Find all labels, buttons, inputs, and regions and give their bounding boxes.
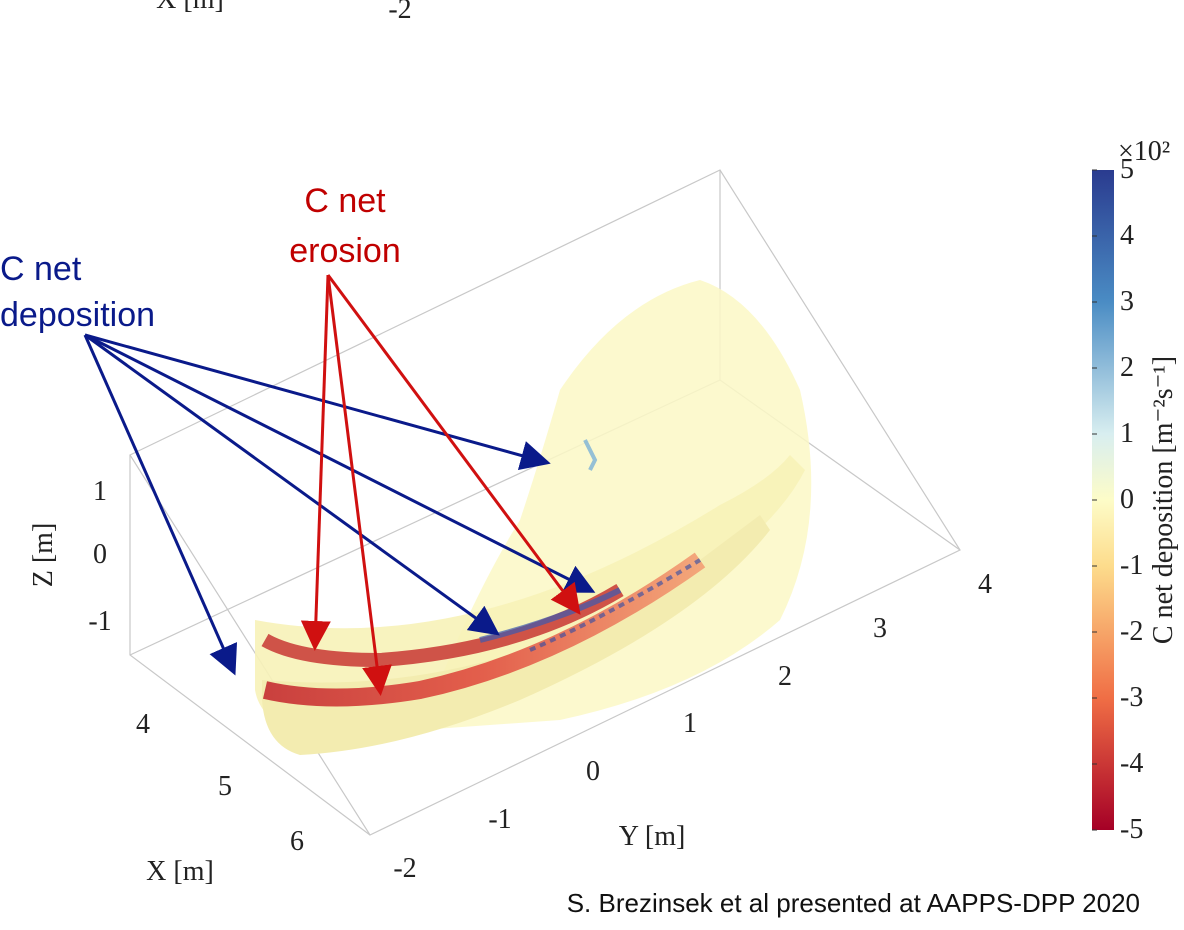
x-axis-label: X [m] xyxy=(146,856,214,887)
y-tick-label: 2 xyxy=(778,661,792,692)
y-tick-label: -2 xyxy=(393,853,416,884)
colorbar-tick-label: 1 xyxy=(1120,418,1134,449)
y-tick-label: 1 xyxy=(683,708,697,739)
x-tick-label: 6 xyxy=(290,826,304,857)
colorbar-tick-label: 4 xyxy=(1120,220,1134,251)
colorbar-tick-label: 5 xyxy=(1120,154,1134,185)
colorbar-tick-label: -4 xyxy=(1120,748,1143,779)
z-tick-label: 0 xyxy=(93,539,107,570)
y-axis-label: Y [m] xyxy=(619,821,686,852)
clipped-axis-label: X [m] xyxy=(156,0,224,15)
colorbar-tick-label: -2 xyxy=(1120,616,1143,647)
z-tick-label: -1 xyxy=(88,606,111,637)
x-tick-label: 4 xyxy=(136,709,150,740)
colorbar-tick-label: 2 xyxy=(1120,352,1134,383)
colorbar-tick-label: -5 xyxy=(1120,814,1143,845)
colorbar-tick-label: 3 xyxy=(1120,286,1134,317)
z-tick-label: 1 xyxy=(93,476,107,507)
colorbar-tick-label: -1 xyxy=(1120,550,1143,581)
figure: X [m] -2 C net deposition C net erosion … xyxy=(0,0,1184,930)
clipped-tick: -2 xyxy=(388,0,411,25)
z-axis-label: Z [m] xyxy=(28,523,59,588)
annotation: C net xyxy=(0,250,82,288)
credit: S. Brezinsek et al presented at AAPPS-DP… xyxy=(567,888,1140,918)
y-tick-label: 4 xyxy=(978,569,992,600)
y-tick-label: 3 xyxy=(873,613,887,644)
y-tick-label: 0 xyxy=(586,756,600,787)
annotation: deposition xyxy=(0,296,155,334)
y-tick-label: -1 xyxy=(488,804,511,835)
annotation: C net xyxy=(304,182,386,220)
colorbar-tick-label: -3 xyxy=(1120,682,1143,713)
colorbar-tick-label: 0 xyxy=(1120,484,1134,515)
x-tick-label: 5 xyxy=(218,771,232,802)
annotation: erosion xyxy=(289,232,401,270)
colorbar-label: C net deposition [m⁻²s⁻¹] xyxy=(1148,356,1179,644)
